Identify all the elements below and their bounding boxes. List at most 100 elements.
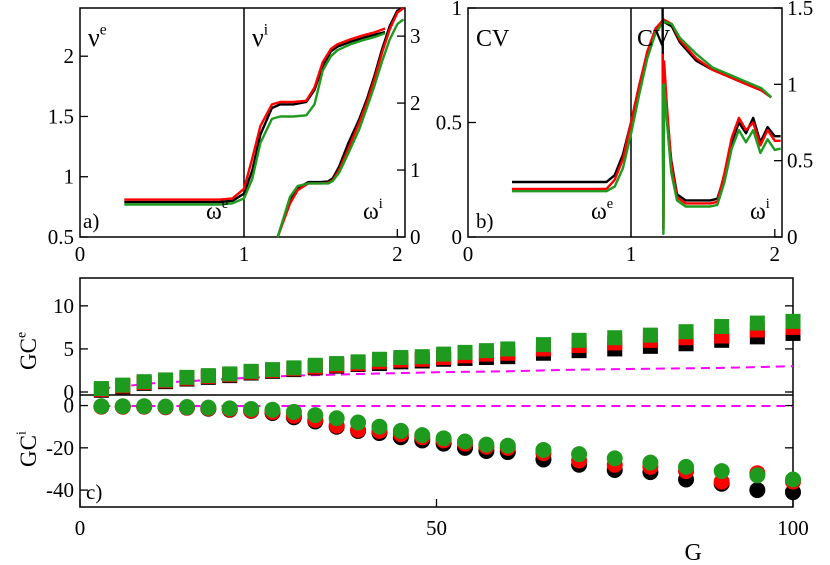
panel-c-top-ytick-label: 10: [53, 294, 74, 318]
panel-c-bottom-marker-s2: [136, 398, 153, 415]
panel-b-xtick-label: 1: [626, 242, 637, 266]
panel-c-bottom-marker-s2: [307, 407, 324, 424]
panel-c-top-marker-s2: [200, 368, 216, 384]
panel-a-left-series-line-0: [124, 30, 386, 204]
panel-a-ytick-label: 0.5: [48, 225, 74, 249]
panel-a-xtick-label: 2: [392, 242, 403, 266]
panel-c-top-marker-s2: [350, 354, 366, 370]
panel-c-top-marker-s2: [222, 366, 238, 382]
panel-c-xtick-label: 0: [75, 516, 86, 540]
panel-a-right-xlabel: ωi: [363, 196, 383, 225]
panel-c-top-marker-s2: [115, 377, 131, 393]
panel-c-top-marker-s2: [393, 350, 409, 366]
panel-c-top-marker-s2: [714, 319, 730, 335]
panel-c-bottom-marker-s2: [114, 398, 131, 415]
panel-b-xtick-label: 2: [770, 242, 781, 266]
panel-c-bottom-marker-s2: [749, 467, 766, 484]
panel-c-top-marker-s2: [785, 313, 801, 329]
panel-b-left-ylabel: CV: [476, 26, 510, 52]
panel-a-left-series-line-2: [124, 32, 386, 206]
panel-c-bottom-marker-s2: [535, 441, 552, 458]
panel-c-top-marker-s2: [457, 344, 473, 360]
panel-c-bottom-marker-s2: [478, 436, 495, 453]
panel-b-left-series-line-2: [512, 20, 773, 193]
panel-c-top-marker-s2: [678, 324, 694, 340]
panel-c-bottom-marker-s2: [606, 450, 623, 467]
panel-a-ytick-label: 1: [64, 165, 75, 189]
panel-a-right-ylabel: νi: [252, 21, 269, 52]
panel-c-bottom-marker-s2: [414, 427, 431, 444]
panel-c-bottom-marker-s2: [642, 454, 659, 471]
panel-c-top-marker-s2: [371, 351, 387, 367]
panel-c-top-ylabel: GCe: [14, 332, 41, 370]
panel-c-top-marker-s2: [136, 374, 152, 390]
panel-c-bottom-marker-s0: [749, 482, 766, 499]
panel-c-top-marker-s2: [265, 362, 281, 378]
panel-c-top-marker-s2: [436, 346, 452, 362]
panel-c-top-marker-s2: [414, 349, 430, 365]
panel-c-top-ytick-label: 0: [64, 380, 75, 404]
panel-b-label: b): [476, 209, 494, 233]
panel-c-top-marker-s2: [571, 332, 587, 348]
panel-a-left-xlabel: ωe: [206, 196, 228, 225]
panel-b-xtick-label: 0: [463, 242, 474, 266]
panel-a-right-ytick-label: 3: [410, 24, 421, 48]
panel-b-right-ytick-label: 1.5: [787, 0, 813, 20]
panel-c-bottom-marker-s2: [157, 398, 174, 415]
panel-c-top-marker-s2: [749, 315, 765, 331]
panel-c-bottom-marker-s2: [264, 401, 281, 418]
panel-c-bottom-marker-s2: [435, 430, 452, 447]
panel-c-top-marker-s2: [329, 356, 345, 372]
panel-c-xtick-label: 100: [777, 516, 809, 540]
panel-c-label: c): [86, 480, 102, 504]
panel-c-bottom-marker-s2: [785, 471, 801, 488]
panel-c-bottom-marker-s2: [243, 400, 260, 417]
panel-c-top-marker-s2: [179, 369, 195, 385]
panel-c-xtick-label: 50: [426, 516, 447, 540]
panel-b-right-xlabel: ωi: [750, 196, 770, 225]
panel-c-bottom-marker-s2: [499, 437, 516, 454]
panel-c-top-marker-s2: [243, 363, 259, 379]
panel-b-ytick-label: 0.5: [436, 111, 462, 135]
panel-c-bottom-ytick-label: -20: [46, 436, 74, 460]
panel-b-frame: [467, 7, 783, 238]
panel-c-top-marker-s2: [478, 343, 494, 359]
panel-a-left-ylabel: νe: [88, 21, 107, 52]
panel-a-label: a): [83, 209, 99, 233]
panel-a-right-series-line-2: [276, 18, 405, 238]
panel-c-bottom-marker-s2: [178, 399, 195, 416]
panel-b-ytick-label: 0: [452, 225, 463, 249]
panel-b-left-xlabel: ωe: [591, 196, 613, 225]
panel-c-top-marker-s2: [286, 360, 302, 376]
panel-b-right-ylabel: CV: [637, 26, 671, 52]
panel-a-xtick-label: 1: [239, 242, 250, 266]
panel-c-top-marker-s2: [500, 341, 516, 357]
panel-c-bottom-ytick-label: -40: [46, 478, 74, 502]
panel-c-bottom-marker-s2: [328, 410, 345, 427]
panel-c-bottom-marker-s2: [221, 400, 238, 417]
panel-a-ytick-label: 2: [64, 44, 75, 68]
panel-c-bottom-marker-s2: [571, 446, 588, 463]
panel-c-bottom-marker-s2: [678, 458, 695, 475]
panel-a-xtick-label: 0: [75, 242, 86, 266]
panel-b-right-ytick-label: 0: [787, 225, 798, 249]
panel-c-bottom-marker-s2: [371, 418, 388, 435]
panel-a-right-ytick-label: 1: [410, 158, 421, 182]
panel-a-right-series-line-1: [276, 7, 405, 238]
panel-c-bottom-marker-s2: [350, 414, 367, 431]
panel-c-top-marker-s2: [307, 357, 323, 373]
panel-c-top-ytick-label: 5: [64, 337, 75, 361]
panel-c-bottom-ylabel: GCi: [14, 431, 41, 467]
panel-a-frame: [79, 7, 406, 238]
panel-b-ytick-label: 1: [452, 0, 463, 20]
panel-c-bottom-marker-s2: [93, 398, 110, 415]
panel-a-right-ytick-label: 0: [410, 225, 421, 249]
panel-c-top-marker-s2: [93, 381, 109, 397]
panel-b-left-series-line-1: [512, 18, 772, 191]
panel-c-top-marker-s2: [607, 330, 623, 346]
panel-b-right-series-line-2: [661, 83, 781, 236]
panel-c-bottom-marker-s2: [457, 433, 474, 450]
panel-c-bottom-marker-s2: [285, 403, 302, 420]
panel-a-ytick-label: 1.5: [48, 104, 74, 128]
